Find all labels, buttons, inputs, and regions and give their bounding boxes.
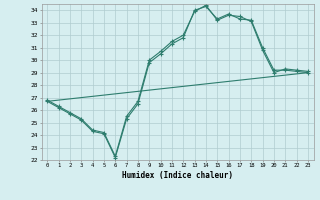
X-axis label: Humidex (Indice chaleur): Humidex (Indice chaleur) xyxy=(122,171,233,180)
